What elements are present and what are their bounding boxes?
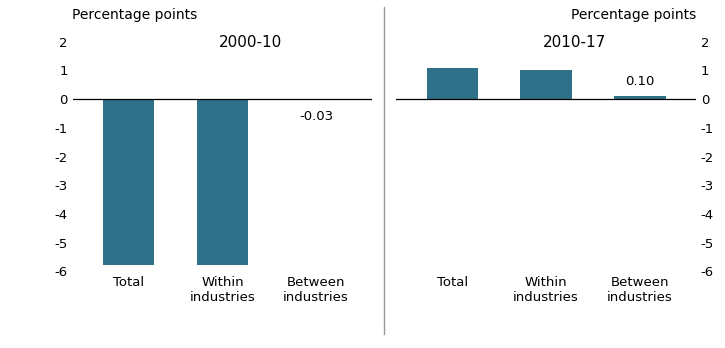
Bar [103,99,154,265]
Bar [290,99,341,100]
Text: Percentage points: Percentage points [571,8,696,22]
Text: 0.10: 0.10 [625,75,655,88]
Text: 2000-10: 2000-10 [219,35,282,50]
Bar [196,99,248,265]
Text: 2010-17: 2010-17 [542,35,606,50]
Bar [614,96,666,99]
Bar [427,68,478,99]
Text: Percentage points: Percentage points [72,8,198,22]
Text: -0.03: -0.03 [299,110,333,123]
Bar [521,71,572,99]
